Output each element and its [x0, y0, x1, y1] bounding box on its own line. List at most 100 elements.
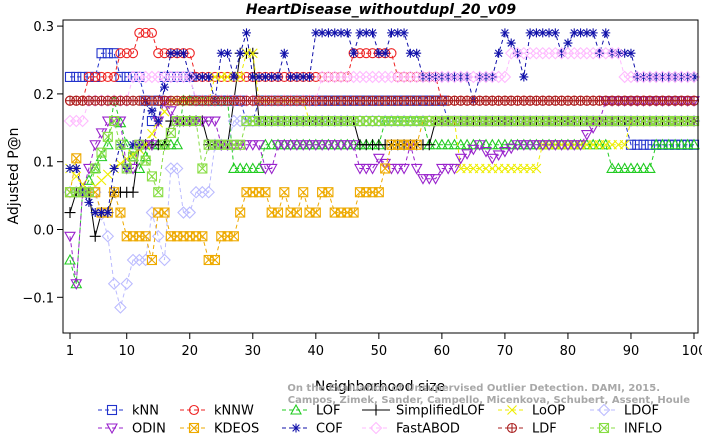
y-tick-label: 0.0 [33, 224, 54, 239]
point-fastabod [479, 70, 493, 84]
point-odin [265, 163, 278, 175]
point-odin [549, 140, 562, 151]
x-tick-label: 90 [623, 344, 640, 359]
x-tick-label: 60 [434, 344, 451, 359]
point-odin [253, 140, 266, 151]
legend-label-simplifiedlof: SimplifiedLOF [396, 404, 485, 419]
point-odin [372, 153, 385, 165]
point-fastabod [649, 70, 663, 84]
point-cof [71, 163, 81, 173]
point-fastabod [353, 70, 367, 84]
point-cof [393, 28, 403, 38]
point-cof [374, 48, 384, 58]
point-knn [96, 48, 107, 59]
point-ldof [341, 114, 354, 128]
point-ldof [662, 114, 676, 128]
point-ldof [454, 114, 468, 128]
point-simplifiedlof [127, 186, 139, 198]
point-fastabod [675, 70, 688, 84]
point-cof [588, 28, 598, 38]
point-odin [580, 130, 593, 141]
point-lof [492, 138, 505, 150]
legend-label-loop: LoOP [532, 404, 565, 419]
point-lof [625, 162, 637, 174]
point-cof [386, 28, 396, 38]
point-cof [519, 72, 529, 82]
point-fastabod [612, 46, 625, 60]
legend-label-knnw: kNNW [214, 404, 254, 419]
point-kdeos [209, 254, 221, 266]
point-fastabod [341, 70, 354, 84]
legend-item-cof: COF [282, 422, 343, 434]
point-cof [342, 28, 352, 38]
point-cof [286, 72, 296, 82]
point-fastabod [435, 70, 449, 84]
legend-item-knnw: kNNW [180, 404, 254, 419]
point-cof [380, 48, 390, 58]
legend-item-loop: LoOP [498, 404, 565, 419]
point-ldof [271, 114, 285, 128]
point-kdeos [323, 187, 334, 198]
point-lof [587, 138, 600, 150]
point-loop [619, 139, 630, 150]
x-tick-label: 80 [560, 344, 577, 359]
point-fastabod [448, 70, 461, 84]
point-inflo [197, 163, 208, 174]
point-knnw [83, 71, 94, 82]
point-fastabod [599, 46, 613, 60]
point-knnw [121, 48, 132, 59]
point-cof [323, 28, 333, 38]
point-loop [147, 128, 157, 139]
point-ldof [353, 114, 367, 128]
point-cof [128, 140, 138, 150]
point-cof [298, 72, 308, 82]
point-lof [448, 138, 461, 150]
point-kdeos [71, 153, 82, 164]
point-cof [462, 72, 472, 82]
point-knn [109, 48, 120, 59]
point-odin [498, 146, 511, 158]
point-fastabod [429, 70, 442, 84]
legend-item-kdeos: KDEOS [180, 422, 259, 434]
point-odin [278, 140, 291, 151]
point-fastabod [517, 46, 531, 60]
point-lof [606, 162, 618, 174]
point-fastabod [668, 70, 682, 84]
point-fastabod [126, 70, 140, 84]
point-ldof [580, 114, 594, 128]
point-cof [349, 48, 359, 58]
point-ldof [416, 114, 430, 128]
point-kdeos [146, 254, 157, 266]
point-ldof [467, 114, 480, 128]
point-inflo [134, 139, 145, 150]
point-cof [166, 48, 176, 58]
point-ldof [523, 114, 537, 128]
point-fastabod [574, 46, 587, 60]
point-odin [398, 163, 410, 175]
point-ldof [265, 114, 278, 128]
point-ldof [227, 114, 241, 128]
x-tick-label: 20 [181, 344, 198, 359]
point-fastabod [580, 46, 594, 60]
point-fastabod [410, 70, 423, 84]
point-fastabod [618, 70, 631, 84]
point-ldof [504, 114, 518, 128]
point-fastabod [593, 46, 606, 60]
point-odin [391, 163, 404, 175]
point-cof [557, 48, 567, 58]
point-odin [587, 123, 600, 134]
point-ldof [586, 114, 600, 128]
point-ldof [637, 114, 650, 128]
x-tick-label: 50 [371, 344, 388, 359]
point-cof [506, 38, 516, 48]
point-ldof [492, 114, 505, 128]
point-knn [64, 71, 76, 82]
point-odin [385, 163, 398, 175]
point-inflo [127, 151, 139, 162]
point-odin [322, 140, 335, 151]
point-lof [486, 138, 499, 150]
point-ldof [410, 114, 423, 128]
point-cof [405, 48, 415, 58]
point-odin [568, 140, 581, 151]
